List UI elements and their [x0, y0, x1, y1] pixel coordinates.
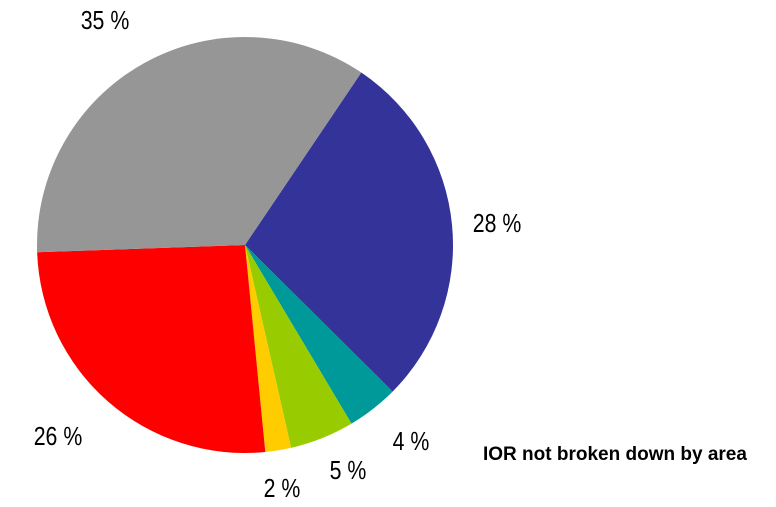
- pie-slice: [245, 245, 393, 424]
- pie-slice: [245, 245, 352, 448]
- value-label: 28 %: [473, 209, 522, 239]
- pie-slice: [245, 245, 292, 453]
- pie-slice: [37, 36, 362, 253]
- pie-slice: [37, 245, 266, 453]
- pie-slice: [245, 72, 453, 392]
- value-label: 35 %: [81, 6, 130, 36]
- value-label: 4 %: [393, 427, 430, 457]
- value-label: 5 %: [330, 456, 367, 486]
- value-label: 2 %: [264, 474, 301, 504]
- value-label: 26 %: [34, 422, 83, 452]
- annotation: IOR not broken down by area: [483, 444, 747, 465]
